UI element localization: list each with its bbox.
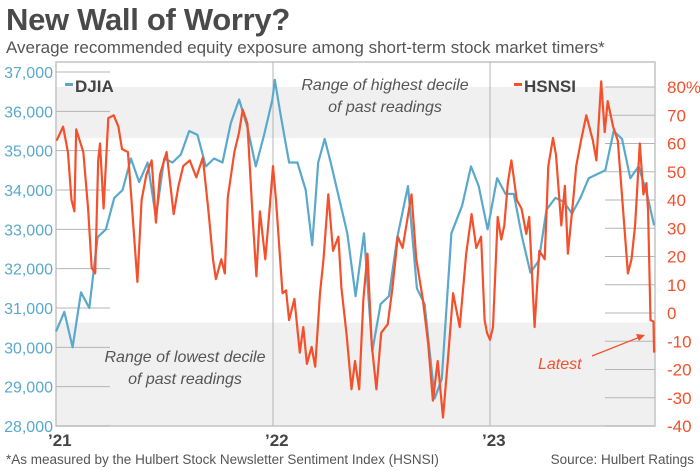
left-tick-label: 28,000: [4, 419, 53, 436]
right-tick-label: 70: [667, 106, 686, 125]
right-tick-label: 20: [667, 248, 686, 267]
right-tick-label: 0: [667, 304, 676, 323]
right-tick-label: 10: [667, 276, 686, 295]
source-note: Source: Hulbert Ratings: [550, 452, 694, 467]
latest-annotation: Latest: [538, 356, 582, 373]
legend-swatch-djia: [65, 83, 73, 86]
plot-frame: [55, 61, 656, 427]
left-tick-label: 31,000: [4, 301, 53, 318]
decile-band: [56, 322, 655, 426]
right-tick-label: -30: [667, 389, 692, 408]
right-tick-label: 50: [667, 163, 686, 182]
right-tick-label: -40: [667, 417, 692, 436]
decile-band: [56, 87, 655, 138]
right-tick-label: 60: [667, 135, 686, 154]
right-tick-label: -10: [667, 332, 692, 351]
left-tick-label: 35,000: [4, 144, 53, 161]
band-label: Range of lowest decile: [105, 349, 266, 366]
band-label: Range of highest decile: [301, 77, 468, 94]
right-tick-label: 40: [667, 191, 686, 210]
left-tick-label: 30,000: [4, 340, 53, 357]
left-tick-label: 33,000: [4, 222, 53, 239]
latest-arrow-line: [591, 336, 641, 357]
band-label: of past readings: [128, 371, 242, 388]
right-tick-label: 30: [667, 219, 686, 238]
left-tick-label: 36,000: [4, 104, 53, 121]
chart-title: New Wall of Worry?: [6, 2, 290, 37]
right-tick-label: -20: [667, 361, 692, 380]
left-tick-label: 34,000: [4, 183, 53, 200]
band-label: of past readings: [328, 99, 442, 116]
legend-label-djia: DJIA: [75, 77, 114, 96]
left-tick-label: 37,000: [4, 65, 53, 82]
chart-subtitle: Average recommended equity exposure amon…: [6, 38, 605, 57]
latest-arrowhead-icon: [636, 334, 645, 341]
right-tick-label: 80%: [667, 78, 700, 97]
hsnsi-series-line: [55, 80, 656, 419]
x-tick-label: ’22: [265, 431, 289, 450]
left-tick-label: 32,000: [4, 262, 53, 279]
x-tick-label: ’23: [482, 431, 506, 450]
legend-swatch-hsnsi: [514, 83, 522, 86]
left-tick-label: 29,000: [4, 380, 53, 397]
footnote: *As measured by the Hulbert Stock Newsle…: [6, 452, 439, 467]
legend-label-hsnsi: HSNSI: [524, 77, 576, 96]
x-tick-label: ’21: [48, 431, 72, 450]
